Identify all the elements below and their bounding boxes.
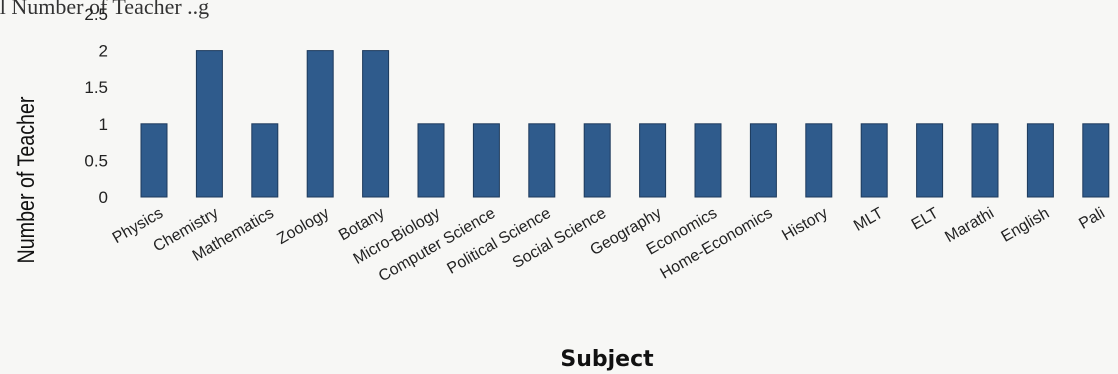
- bar-mathematics: [251, 123, 279, 198]
- bar-pali: [1082, 123, 1110, 198]
- bar-economics: [694, 123, 722, 198]
- x-axis-label: Subject: [560, 347, 654, 372]
- x-tick-label: MLT: [851, 205, 886, 235]
- cut-off-heading: al Number of Teacher ..g: [0, 0, 209, 19]
- bar-geography: [639, 123, 667, 198]
- x-tick-label: Zoology: [274, 205, 332, 248]
- bar-zoology: [306, 50, 334, 198]
- y-axis-label: Number of Teacher: [12, 97, 39, 264]
- bar-marathi: [971, 123, 999, 198]
- x-tick-label: English: [998, 205, 1052, 246]
- y-tick-label: 0.5: [84, 151, 108, 170]
- bar-social-science: [583, 123, 611, 198]
- y-tick-label: 2.5: [84, 5, 108, 24]
- y-axis-ticks: 0 0.5 1 1.5 2 2.5: [84, 5, 108, 207]
- bar-computer-science: [472, 123, 500, 198]
- bar-english: [1026, 123, 1054, 198]
- x-tick-label: Marathi: [942, 205, 997, 246]
- bars: [140, 50, 1110, 198]
- bar-mlt: [860, 123, 888, 198]
- bar-micro-biology: [417, 123, 445, 198]
- bar-political-science: [528, 123, 556, 198]
- y-tick-label: 1: [99, 115, 108, 134]
- x-tick-label: History: [779, 205, 831, 245]
- y-tick-label: 1.5: [84, 78, 108, 97]
- x-tick-label: ELT: [909, 205, 942, 234]
- bar-physics: [140, 123, 168, 198]
- bar-elt: [916, 123, 944, 198]
- x-tick-label: Pali: [1076, 205, 1108, 233]
- bar-chemistry: [195, 50, 223, 198]
- bar-history: [805, 123, 833, 198]
- bar-home-economics: [749, 123, 777, 198]
- x-tick-label: Social Science: [510, 205, 609, 272]
- y-tick-label: 0: [99, 188, 108, 207]
- y-tick-label: 2: [99, 42, 108, 61]
- bar-botany: [362, 50, 390, 198]
